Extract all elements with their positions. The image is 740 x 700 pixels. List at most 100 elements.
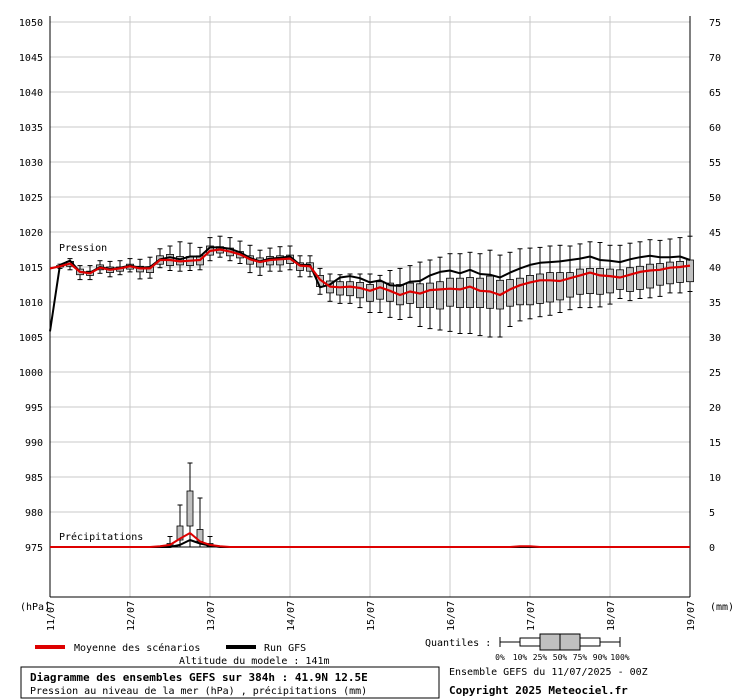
iqr-box: [676, 260, 684, 283]
left-tick-label: 1020: [19, 228, 43, 239]
label-pression: Pression: [59, 243, 107, 254]
series-lines: [49, 246, 691, 548]
altitude-label: Altitude du modele : 141m: [179, 656, 330, 667]
iqr-box: [666, 261, 674, 285]
quantile-mark-label: 50%: [553, 653, 568, 662]
right-axis-unit: (mm): [710, 602, 734, 613]
left-tick-label: 1045: [19, 53, 43, 64]
quantile-mark-label: 0%: [495, 653, 505, 662]
right-tick-label: 5: [709, 508, 715, 519]
right-tick-label: 60: [709, 123, 721, 134]
left-tick-label: 1050: [19, 18, 43, 29]
quantile-mark-label: 100%: [610, 653, 629, 662]
left-tick-label: 975: [25, 543, 43, 554]
iqr-box: [586, 267, 594, 294]
left-tick-label: 1015: [19, 263, 43, 274]
pressure-box: [646, 239, 654, 299]
pressure-box: [346, 273, 354, 304]
copyright: Copyright 2025 Meteociel.fr: [449, 684, 628, 697]
left-tick-label: 1025: [19, 193, 43, 204]
right-tick-label: 30: [709, 333, 721, 344]
x-tick-label: 11/07: [46, 601, 57, 631]
left-tick-label: 985: [25, 473, 43, 484]
iqr-box: [646, 263, 654, 289]
right-tick-label: 75: [709, 18, 721, 29]
pressure-box: [586, 241, 594, 309]
pressure-box: [456, 253, 464, 334]
pressure-box: [676, 237, 684, 294]
pressure-box: [536, 246, 544, 318]
iqr-box: [476, 277, 484, 309]
iqr-box: [606, 268, 614, 294]
iqr-box: [626, 267, 634, 292]
precip-box: [176, 504, 184, 547]
left-tick-label: 1040: [19, 88, 43, 99]
precip-iqr-box: [186, 490, 194, 527]
pressure-box: [636, 241, 644, 299]
iqr-box: [436, 281, 444, 310]
pressure-box: [686, 235, 694, 292]
right-tick-label: 10: [709, 473, 721, 484]
pressure-box: [616, 244, 624, 299]
left-axis-unit: (hPa): [20, 602, 50, 613]
pressure-box: [626, 242, 634, 302]
left-tick-label: 1035: [19, 123, 43, 134]
pressure-box: [366, 273, 374, 313]
left-tick-label: 1005: [19, 333, 43, 344]
iqr-box: [366, 284, 374, 302]
iqr-box: [686, 259, 694, 283]
x-tick-label: 14/07: [286, 601, 297, 631]
x-tick-label: 13/07: [206, 601, 217, 631]
quantile-mark-label: 90%: [593, 653, 608, 662]
right-tick-label: 40: [709, 263, 721, 274]
iqr-box: [456, 277, 464, 309]
iqr-box: [526, 274, 534, 306]
iqr-box: [546, 272, 554, 303]
right-tick-label: 0: [709, 543, 715, 554]
x-tick-label: 16/07: [446, 601, 457, 631]
iqr-box: [576, 268, 584, 295]
right-tick-label: 15: [709, 438, 721, 449]
quantile-mark-label: 10%: [513, 653, 528, 662]
iqr-box: [376, 281, 384, 300]
iqr-box: [446, 277, 454, 307]
pressure-box: [436, 256, 444, 331]
iqr-box: [426, 282, 434, 309]
pressure-box: [426, 259, 434, 330]
left-tick-label: 1010: [19, 298, 43, 309]
chart-subtitle: Pression au niveau de la mer (hPa) , pré…: [30, 685, 367, 697]
pressure-box: [446, 253, 454, 332]
pressure-boxes: [56, 235, 694, 338]
x-tick-label: 12/07: [126, 601, 137, 631]
label-precip: Précipitations: [59, 531, 143, 543]
legend-mean-label: Moyenne des scénarios: [74, 642, 200, 654]
pressure-mean-line: [49, 248, 691, 297]
iqr-box: [346, 281, 354, 297]
pressure-box: [376, 274, 384, 313]
right-tick-label: 20: [709, 403, 721, 414]
iqr-box: [416, 283, 424, 308]
run-info: Ensemble GEFS du 11/07/2025 - 00Z: [449, 667, 648, 678]
x-tick-label: 18/07: [606, 601, 617, 631]
left-tick-label: 1030: [19, 158, 43, 169]
iqr-box: [466, 277, 474, 309]
pressure-box: [666, 238, 674, 294]
iqr-box: [636, 265, 644, 290]
right-tick-label: 45: [709, 228, 721, 239]
left-tick-label: 995: [25, 403, 43, 414]
x-tick-label: 19/07: [686, 601, 697, 631]
precip-layer: [166, 462, 214, 547]
quantile-mark-label: 75%: [573, 653, 588, 662]
pressure-box: [656, 239, 664, 297]
iqr-box: [596, 267, 604, 295]
iqr-box: [536, 273, 544, 304]
chart-title: Diagramme des ensembles GEFS sur 384h : …: [30, 671, 368, 684]
quantile-mark-label: 25%: [533, 653, 548, 662]
legend: Moyenne des scénarios Run GFS Altitude d…: [35, 633, 630, 667]
iqr-box: [356, 281, 364, 299]
pressure-box: [556, 244, 564, 313]
iqr-box: [616, 269, 624, 290]
right-tick-label: 50: [709, 193, 721, 204]
